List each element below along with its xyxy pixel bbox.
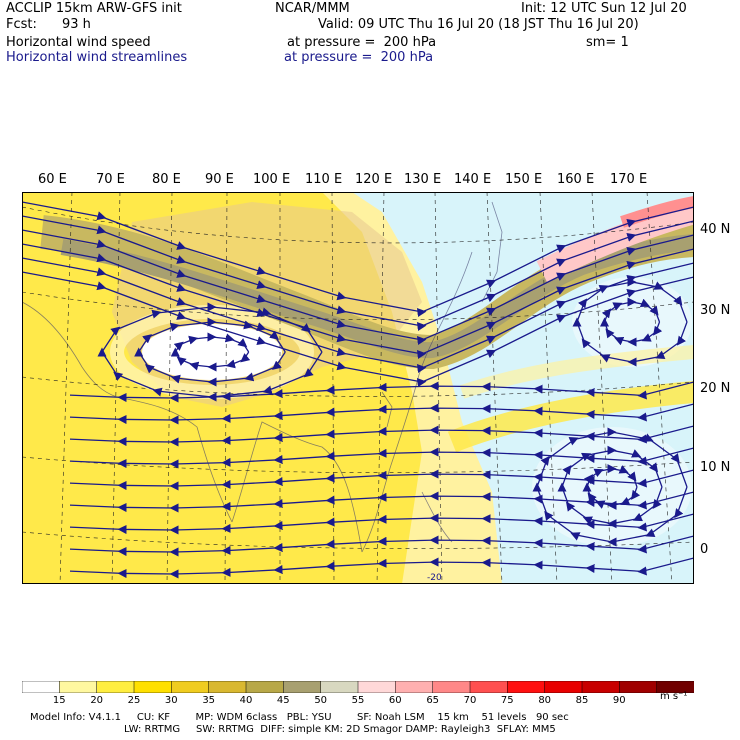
model-info-line1: Model Info: V4.1.1 CU: KF MP: WDM 6class… — [30, 712, 569, 723]
valid-time: Valid: 09 UTC Thu 16 Jul 20 (18 JST Thu … — [318, 17, 639, 32]
forecast-label: Fcst: — [6, 17, 37, 32]
streamline — [69, 557, 694, 579]
colorbar-unit: m s⁻¹ — [660, 691, 688, 702]
colorbar-label-3: 30 — [164, 695, 178, 706]
colorbar-label-11: 70 — [463, 695, 477, 706]
lat-label-4: 0 — [700, 542, 709, 557]
init-time: Init: 12 UTC Sun 12 Jul 20 — [521, 1, 687, 16]
colorbar-swatch-4 — [171, 681, 210, 693]
colorbar-swatch-17 — [656, 681, 694, 693]
lon-label-5: 110 E — [305, 172, 343, 187]
lon-label-0: 60 E — [38, 172, 67, 187]
colorbar-label-0: 15 — [52, 695, 66, 706]
lon-label-7: 130 E — [404, 172, 442, 187]
streamline — [532, 427, 688, 547]
lon-label-8: 140 E — [454, 172, 492, 187]
colorbar-label-6: 45 — [276, 695, 290, 706]
model-title: ACCLIP 15km ARW-GFS init — [6, 1, 182, 16]
streamline — [572, 277, 688, 367]
model-info-line2: LW: RRTMG SW: RRTMG DIFF: simple KM: 2D … — [124, 724, 556, 735]
colorbar-label-13: 80 — [538, 695, 552, 706]
forecast-hours: 93 h — [62, 17, 91, 32]
colorbar-label-5: 40 — [239, 695, 253, 706]
colorbar-swatch-16 — [619, 681, 658, 693]
colorbar-label-1: 20 — [90, 695, 104, 706]
lon-label-11: 170 E — [610, 172, 648, 187]
pressure-level-streamlines: at pressure = 200 hPa — [284, 50, 434, 65]
field-streamlines-label: Horizontal wind streamlines — [6, 50, 188, 65]
colorbar-label-9: 60 — [388, 695, 402, 706]
colorbar-swatch-9 — [357, 681, 397, 693]
colorbar-label-7: 50 — [314, 695, 328, 706]
wind-map: -20 — [22, 192, 694, 584]
colorbar — [22, 681, 694, 693]
lon-label-4: 100 E — [253, 172, 291, 187]
anticyclone-center — [142, 324, 282, 380]
colorbar-swatch-15 — [581, 681, 621, 693]
colorbar-label-8: 55 — [351, 695, 365, 706]
lon-label-3: 90 E — [205, 172, 234, 187]
colorbar-swatch-14 — [544, 681, 583, 693]
colorbar-swatch-3 — [133, 681, 173, 693]
field-wind-speed-label: Horizontal wind speed — [6, 35, 151, 50]
colorbar-swatch-1 — [59, 681, 98, 693]
center-org-label: NCAR/MMM — [275, 1, 350, 16]
streamline — [69, 403, 694, 425]
colorbar-label-14: 85 — [575, 695, 589, 706]
colorbar-swatch-13 — [507, 681, 546, 693]
map-annotation: -20 — [427, 573, 442, 583]
colorbar-swatch-12 — [469, 681, 509, 693]
lon-label-9: 150 E — [505, 172, 543, 187]
lon-label-2: 80 E — [152, 172, 181, 187]
colorbar-label-10: 65 — [426, 695, 440, 706]
lon-label-1: 70 E — [96, 172, 125, 187]
colorbar-label-4: 35 — [202, 695, 216, 706]
colorbar-label-12: 75 — [500, 695, 514, 706]
cyclone-south — [532, 427, 692, 547]
colorbar-swatch-10 — [395, 681, 434, 693]
lat-label-3: 10 N — [700, 460, 731, 475]
colorbar-swatch-7 — [283, 681, 322, 693]
colorbar-label-15: 90 — [612, 695, 626, 706]
colorbar-swatch-6 — [245, 681, 285, 693]
pressure-level-speed: at pressure = 200 hPa — [287, 35, 437, 50]
lat-label-1: 30 N — [700, 303, 731, 318]
streamline — [97, 302, 323, 402]
colorbar-swatch-5 — [208, 681, 247, 693]
lon-label-10: 160 E — [557, 172, 595, 187]
lon-label-6: 120 E — [355, 172, 393, 187]
colorbar-swatch-2 — [96, 681, 135, 693]
streamlines — [22, 201, 694, 579]
colorbar-swatch-0 — [22, 681, 61, 693]
smoothing-label: sm= 1 — [586, 35, 629, 50]
colorbar-swatch-11 — [432, 681, 471, 693]
lat-label-0: 40 N — [700, 222, 731, 237]
lat-label-2: 20 N — [700, 381, 731, 396]
colorbar-swatch-8 — [320, 681, 359, 693]
colorbar-label-2: 25 — [127, 695, 141, 706]
